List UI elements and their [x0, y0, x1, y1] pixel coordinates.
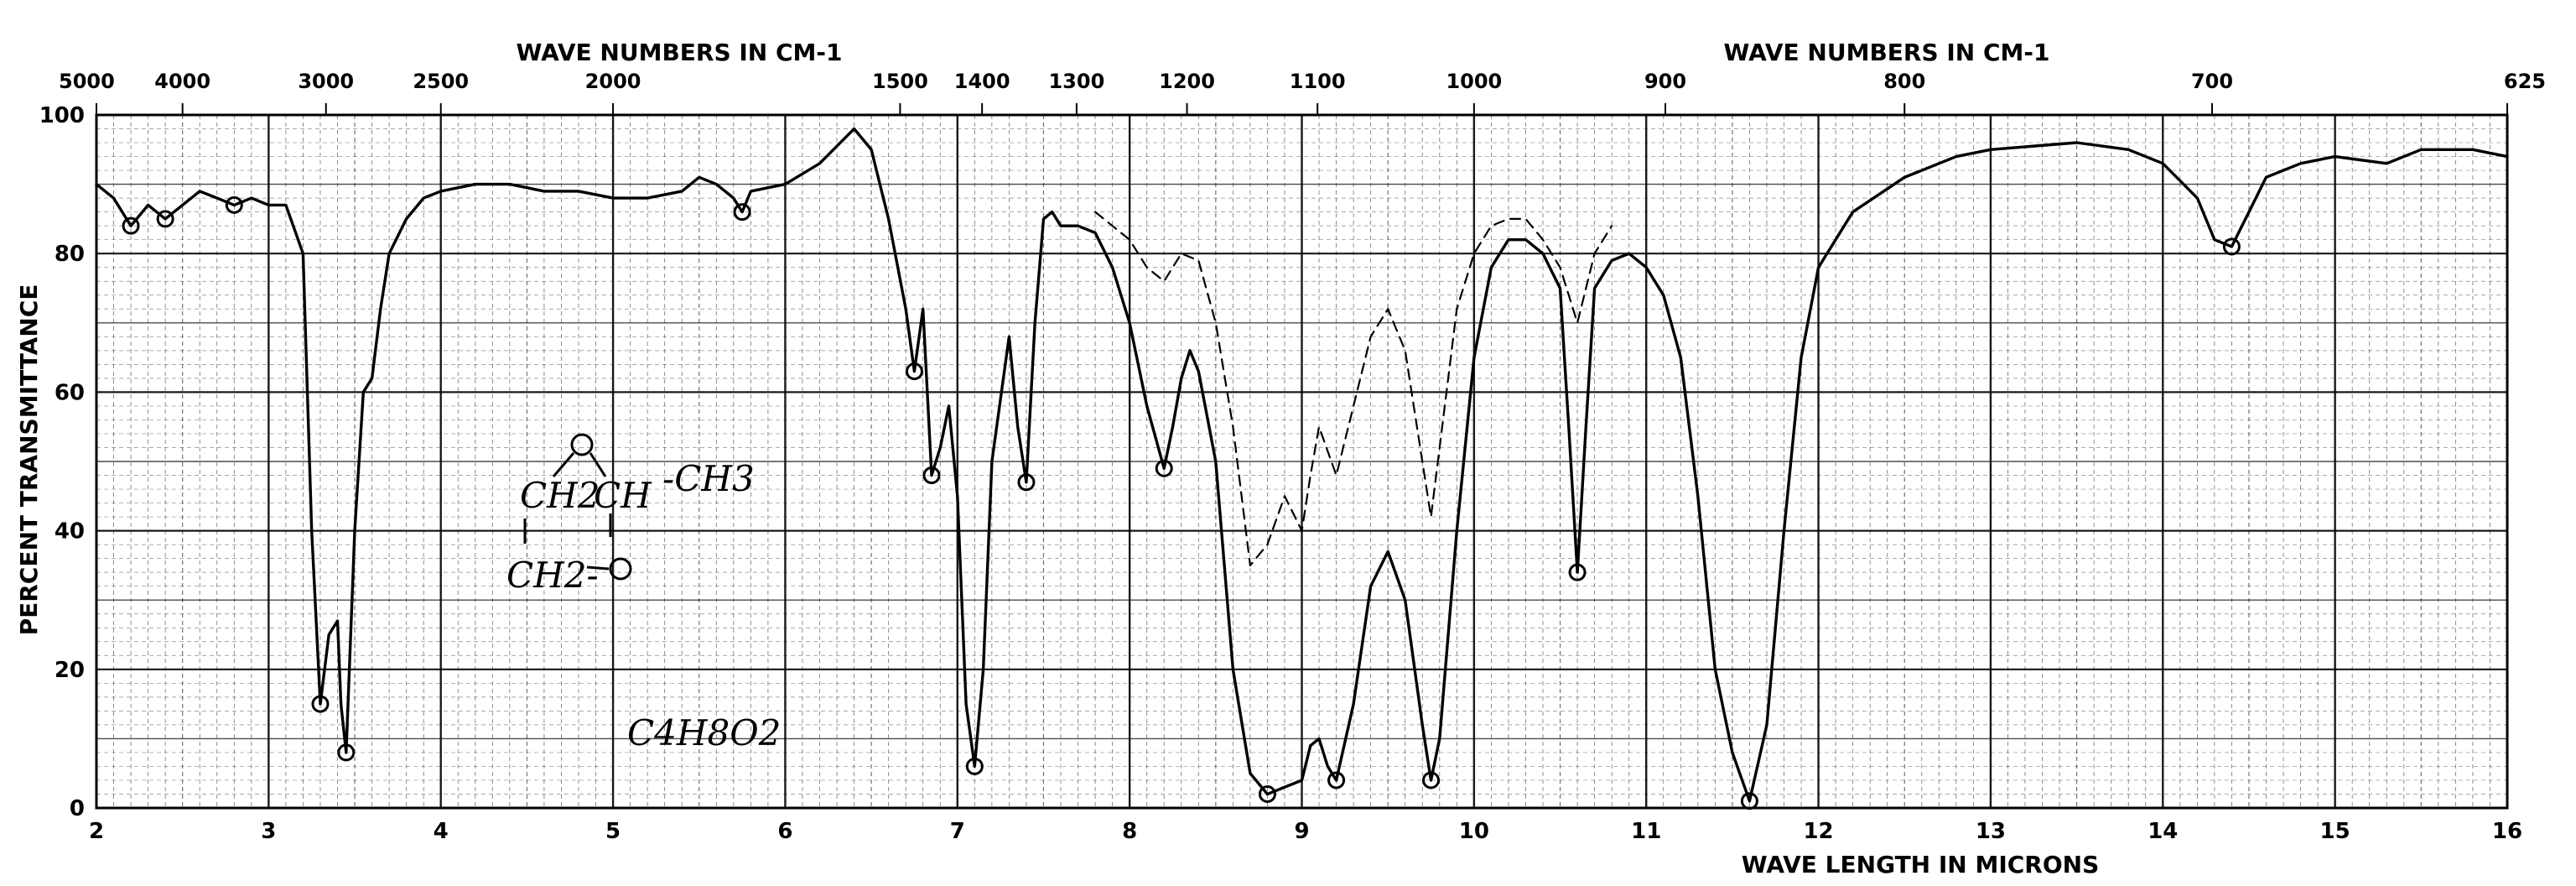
top-tick-label: 1400	[954, 70, 1010, 93]
y-tick-label: 80	[55, 242, 85, 267]
band-marker	[2222, 237, 2241, 256]
band-marker	[1327, 771, 1346, 790]
x-tick-label: 9	[1294, 819, 1309, 844]
top-tick-label: 1500	[872, 70, 928, 93]
x-tick-label: 15	[2320, 819, 2350, 844]
band-marker	[965, 757, 984, 775]
band-marker	[905, 362, 923, 381]
plot-frame	[95, 113, 2509, 810]
top-tick-label: 1300	[1048, 70, 1104, 93]
band-markers	[122, 195, 2241, 810]
top-tick-label: 625	[2504, 70, 2546, 93]
y-tick-label: 0	[70, 796, 85, 821]
ring-bonds	[523, 452, 612, 571]
x-tick-label: 7	[950, 819, 965, 844]
top-tick-label: 3000	[298, 70, 354, 93]
top-tick-label: 1000	[1446, 70, 1502, 93]
handwritten-structure: CH2 CH -CH3 CH2- C4H8O2	[506, 433, 781, 753]
band-marker	[1155, 459, 1173, 477]
top-tick-label: 800	[1883, 70, 1925, 93]
band-marker	[1568, 563, 1587, 581]
top-tick-label: 900	[1644, 70, 1686, 93]
x-tick-label: 6	[777, 819, 792, 844]
x-axis-label: WAVE LENGTH IN MICRONS	[1742, 851, 2100, 878]
data-lines	[95, 127, 2509, 803]
band-marker	[225, 195, 243, 214]
annotation-ch3: -CH3	[662, 458, 755, 499]
top-tick-label: 5000	[59, 70, 115, 93]
top-tick-label: 1100	[1290, 70, 1346, 93]
annotation-ch2-top: CH2	[520, 475, 600, 516]
top-tick-label: 700	[2191, 70, 2233, 93]
y-tick-label: 60	[55, 380, 85, 405]
x-tick-label: 3	[261, 819, 276, 844]
x-tick-label: 5	[605, 819, 621, 844]
x-tick-label: 11	[1631, 819, 1661, 844]
band-marker	[922, 466, 941, 485]
x-tick-label: 13	[1976, 819, 2006, 844]
band-marker	[1017, 473, 1036, 492]
top-axis-title-left: WAVE NUMBERS IN CM-1	[516, 39, 842, 66]
band-marker	[156, 210, 174, 228]
ring-oxygen-bottom-icon	[609, 557, 632, 581]
x-tick-label: 14	[2148, 819, 2178, 844]
top-tick-label: 4000	[154, 70, 210, 93]
x-tick-label: 16	[2492, 819, 2522, 844]
band-marker	[311, 695, 330, 713]
band-marker	[122, 216, 140, 235]
band-marker	[337, 743, 356, 762]
y-tick-label: 40	[55, 519, 85, 545]
band-marker	[733, 203, 751, 222]
ring-oxygen-top-icon	[570, 433, 594, 456]
y-axis-label: PERCENT TRANSMITTANCE	[15, 284, 43, 636]
annotation-ch2-bottom: CH2-	[506, 555, 599, 596]
top-axis-title-right: WAVE NUMBERS IN CM-1	[1723, 39, 2049, 66]
top-tick-label: 1200	[1159, 70, 1215, 93]
band-marker	[1422, 771, 1441, 790]
y-tick-label: 100	[39, 103, 85, 128]
y-tick-label: 20	[55, 658, 85, 683]
annotation-formula: C4H8O2	[627, 712, 781, 753]
top-tick-label: 2000	[585, 70, 641, 93]
band-marker	[1258, 784, 1276, 803]
x-tick-label: 12	[1803, 819, 1833, 844]
spectrum-line-solid	[95, 127, 2509, 803]
axis-ticks: 2 3 4 5 6 7 8 9 10 11 12 13 14 15 16 0 20 40 60 80 100 5000 40…	[39, 70, 2546, 844]
top-tick-label: 2500	[413, 70, 469, 93]
spectrum-line-dashed	[1094, 211, 1613, 566]
x-tick-label: 10	[1459, 819, 1489, 844]
annotation-ch: CH	[594, 475, 652, 516]
x-tick-label: 8	[1122, 819, 1137, 844]
x-tick-label: 2	[89, 819, 104, 844]
x-tick-label: 4	[434, 819, 449, 844]
